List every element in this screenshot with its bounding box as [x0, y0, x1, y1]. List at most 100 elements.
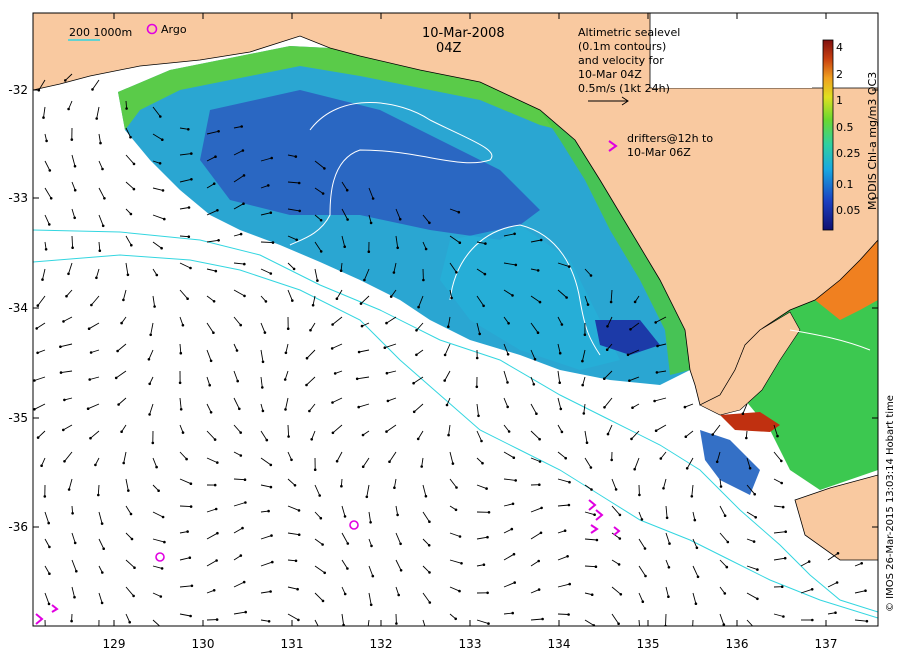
velocity-arrow-head: [726, 566, 729, 569]
credit-label: © IMOS 26-Mar-2015 13:03:14 Hobart time: [885, 395, 896, 612]
velocity-arrow-head: [691, 627, 694, 630]
velocity-arrow-head: [811, 619, 814, 622]
velocity-arrow-head: [511, 612, 514, 615]
velocity-arrow-head: [696, 547, 699, 550]
velocity-arrow-head: [866, 620, 869, 623]
velocity-arrow-head: [125, 107, 128, 110]
velocity-arrow-head: [513, 553, 516, 556]
lon-tick-label: 134: [548, 637, 571, 651]
velocity-arrow-head: [243, 263, 246, 266]
velocity-arrow-head: [587, 303, 590, 306]
velocity-arrow-head: [415, 329, 418, 332]
velocity-arrow-head: [541, 618, 544, 621]
velocity-arrow: [72, 236, 73, 248]
colorbar-label: 0.5: [836, 121, 854, 134]
velocity-arrow-head: [90, 351, 93, 354]
velocity-arrow-head: [190, 482, 193, 485]
velocity-arrow-head: [586, 441, 589, 444]
velocity-arrow-head: [384, 346, 387, 349]
velocity-arrow-head: [322, 192, 325, 195]
velocity-arrow-head: [103, 197, 106, 200]
velocity-arrow-head: [101, 168, 104, 171]
velocity-arrow-head: [537, 269, 540, 272]
velocity-arrow-head: [347, 542, 350, 545]
velocity-arrow-head: [265, 300, 268, 303]
lon-tick-label: 137: [815, 637, 838, 651]
velocity-arrow-head: [417, 306, 420, 309]
velocity-arrow-head: [99, 249, 102, 252]
velocity-arrow-head: [716, 461, 719, 464]
velocity-arrow-head: [270, 157, 273, 160]
velocity-arrow-head: [454, 618, 457, 621]
velocity-arrow-head: [538, 483, 541, 486]
velocity-arrow-head: [74, 165, 77, 168]
velocity-arrow-head: [515, 264, 518, 267]
velocity-arrow-head: [120, 430, 123, 433]
velocity-arrow-head: [297, 619, 300, 622]
velocity-arrow-head: [399, 218, 402, 221]
velocity-arrow-head: [287, 327, 290, 330]
velocity-arrow-head: [476, 357, 479, 360]
velocity-arrow-head: [564, 457, 567, 460]
velocity-arrow-head: [217, 239, 220, 242]
velocity-arrow-head: [48, 603, 51, 606]
velocity-arrow-head: [240, 454, 243, 457]
velocity-arrow-head: [267, 184, 270, 187]
velocity-arrow-head: [188, 206, 191, 209]
velocity-arrow-head: [724, 514, 727, 517]
velocity-arrow-head: [62, 320, 65, 323]
velocity-arrow-head: [320, 219, 323, 222]
velocity-arrow-head: [583, 412, 586, 415]
velocity-arrow-head: [653, 400, 656, 403]
velocity-arrow-head: [513, 581, 516, 584]
velocity-arrow-head: [620, 593, 623, 596]
velocity-arrow-head: [596, 539, 599, 542]
velocity-arrow-head: [458, 211, 461, 214]
velocity-arrow-head: [514, 479, 517, 482]
velocity-arrow-head: [161, 567, 164, 570]
lon-tick-label: 135: [637, 637, 660, 651]
velocity-arrow-head: [782, 615, 785, 618]
velocity-arrow-head: [37, 436, 40, 439]
velocity-arrow-head: [291, 299, 294, 302]
velocity-arrow-head: [561, 431, 564, 434]
velocity-arrow-head: [216, 532, 219, 535]
velocity-arrow-head: [68, 488, 71, 491]
velocity-arrow-head: [754, 516, 757, 519]
velocity-arrow-head: [214, 484, 217, 487]
velocity-arrow-head: [264, 331, 267, 334]
velocity-arrow-head: [67, 108, 70, 111]
velocity-arrow-head: [633, 468, 636, 471]
velocity-arrow-head: [386, 372, 389, 375]
velocity-arrow-head: [160, 595, 163, 598]
velocity-arrow-head: [590, 274, 593, 277]
velocity-arrow-head: [320, 517, 323, 520]
velocity-arrow-head: [628, 379, 631, 382]
velocity-arrow-head: [161, 138, 164, 141]
velocity-arrow-head: [97, 494, 100, 497]
velocity-arrow-head: [642, 600, 645, 603]
velocity-arrow-head: [784, 530, 787, 533]
velocity-arrow-head: [152, 442, 155, 445]
velocity-arrow-head: [564, 529, 567, 532]
velocity-arrow-head: [132, 595, 135, 598]
velocity-arrow-head: [511, 528, 514, 531]
velocity-arrow-head: [459, 241, 462, 244]
velocity-arrow-head: [148, 383, 151, 386]
lat-tick-label: -33: [8, 191, 28, 205]
velocity-arrow-head: [48, 223, 51, 226]
velocity-arrow-head: [157, 489, 160, 492]
velocity-arrow-head: [189, 615, 192, 618]
velocity-arrow-head: [120, 322, 123, 325]
velocity-arrow-head: [481, 462, 484, 465]
colorbar-label: 1: [836, 94, 843, 107]
colorbar-label: 2: [836, 68, 843, 81]
velocity-arrow-head: [566, 555, 569, 558]
velocity-arrow-head: [444, 354, 447, 357]
velocity-arrow-head: [94, 464, 97, 467]
velocity-arrow-head: [756, 598, 759, 601]
velocity-arrow-head: [450, 297, 453, 300]
map-time: 04Z: [436, 41, 462, 56]
velocity-arrow-head: [477, 415, 480, 418]
velocity-arrow-head: [486, 592, 489, 595]
